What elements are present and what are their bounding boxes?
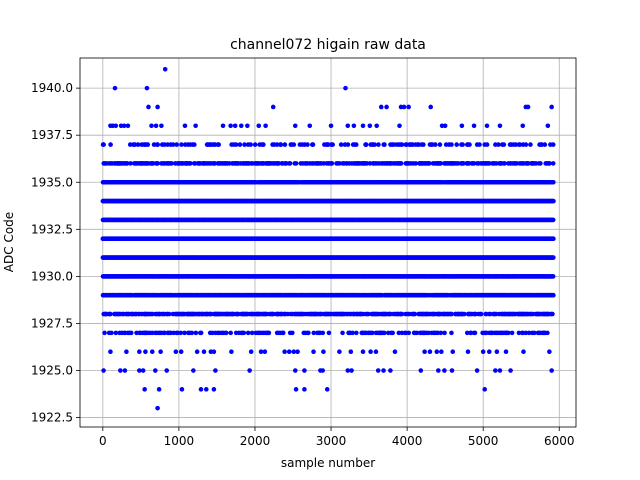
data-point: [460, 142, 465, 147]
data-point: [454, 142, 460, 147]
data-point: [287, 161, 293, 166]
data-point: [551, 236, 556, 242]
data-point: [248, 142, 253, 147]
data-point: [438, 161, 444, 166]
data-point: [528, 142, 533, 147]
data-point: [102, 330, 107, 336]
data-point: [145, 142, 151, 147]
data-point: [551, 292, 556, 298]
data-point: [193, 330, 199, 336]
data-point: [305, 142, 310, 147]
data-point: [437, 142, 443, 147]
data-point: [237, 142, 243, 147]
data-point: [252, 142, 258, 147]
data-point: [310, 142, 316, 147]
data-point: [330, 142, 335, 147]
data-point: [188, 161, 193, 166]
data-point: [550, 274, 556, 279]
data-point: [467, 142, 472, 147]
data-point: [432, 142, 438, 147]
data-point: [550, 311, 555, 317]
data-point: [354, 330, 359, 336]
data-point: [551, 198, 556, 204]
data-point: [398, 161, 404, 166]
data-point: [216, 142, 222, 147]
data-point: [376, 142, 381, 147]
data-point: [290, 330, 295, 336]
data-point: [382, 142, 387, 147]
data-point: [484, 142, 490, 147]
data-point: [280, 330, 286, 336]
data-point: [550, 161, 556, 166]
data-point: [266, 330, 272, 336]
data-point: [189, 330, 195, 336]
data-point: [109, 330, 114, 336]
data-point: [128, 330, 134, 336]
data-point: [282, 142, 288, 147]
data-point: [124, 161, 130, 166]
data-point: [101, 142, 106, 147]
data-point: [174, 142, 179, 147]
data-point: [245, 330, 251, 336]
data-point: [340, 330, 345, 336]
data-point: [261, 142, 266, 147]
data-point: [353, 142, 359, 147]
chart-title: channel072 higain raw data: [230, 37, 426, 53]
data-point: [326, 330, 332, 336]
data-point: [478, 311, 484, 317]
data-point: [108, 311, 113, 317]
data-point: [523, 142, 529, 147]
data-point: [550, 142, 556, 147]
data-point: [487, 161, 492, 166]
data-point: [538, 161, 543, 166]
data-point: [155, 161, 160, 166]
data-point: [198, 330, 204, 336]
data-point: [169, 161, 174, 166]
data-point: [413, 161, 419, 166]
data-point: [337, 161, 342, 166]
data-point: [128, 161, 133, 166]
data-point: [501, 142, 507, 147]
data-point: [293, 161, 299, 166]
data-point: [551, 179, 556, 185]
data-point: [502, 161, 507, 166]
data-point: [320, 330, 326, 336]
data-point: [291, 142, 297, 147]
data-point: [306, 330, 311, 336]
data-point: [421, 142, 426, 147]
data-point: [547, 161, 552, 166]
data-point: [108, 142, 113, 147]
data-point: [241, 330, 247, 336]
data-point: [550, 217, 556, 223]
data-point: [363, 142, 369, 147]
data-point: [477, 142, 482, 147]
data-point: [449, 142, 454, 147]
data-point: [192, 142, 197, 147]
data-point: [345, 142, 351, 147]
data-point: [278, 142, 284, 147]
data-point: [461, 161, 466, 166]
data-point: [228, 330, 233, 336]
data-point: [155, 142, 161, 147]
data-point: [551, 255, 556, 260]
data-points: [100, 66, 556, 411]
data-point: [542, 142, 548, 147]
data-point: [329, 161, 335, 166]
data-point: [427, 161, 432, 166]
data-point: [223, 330, 229, 336]
